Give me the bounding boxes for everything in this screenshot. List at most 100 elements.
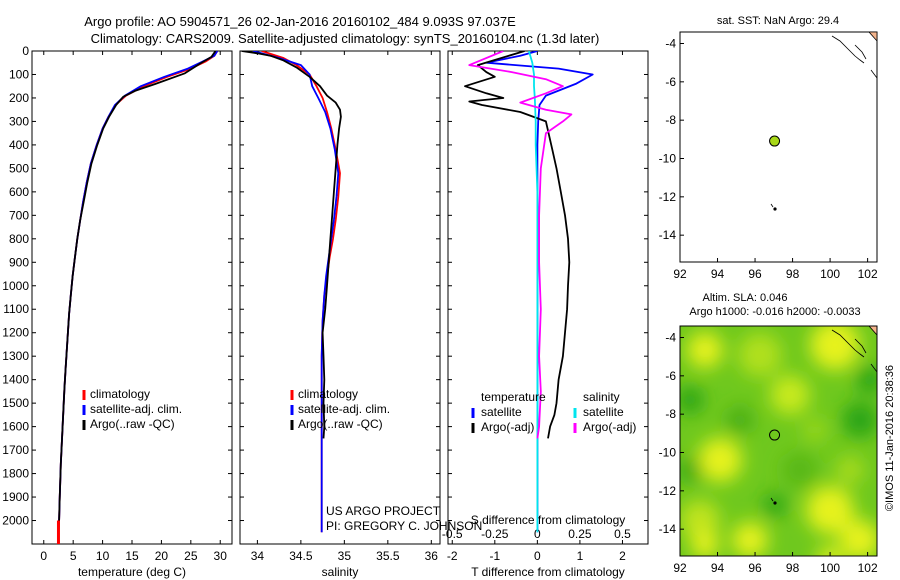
- pressure-tick-label: 1800: [2, 467, 29, 481]
- top-x-tick-label: -0.25: [481, 527, 509, 541]
- sla-blob: [816, 546, 844, 556]
- difference-top-xlabel: S difference from climatology: [471, 513, 626, 527]
- map-lon-label: 102: [858, 561, 878, 575]
- map-lon-label: 102: [858, 267, 878, 281]
- sla-blob: [680, 386, 704, 414]
- sla-blob: [687, 332, 723, 368]
- pressure-tick-label: 400: [9, 138, 29, 152]
- map-lon-label: 100: [820, 561, 840, 575]
- x-tick-label: 34: [251, 549, 265, 563]
- legend-label: climatology: [90, 387, 150, 401]
- x-tick-label: 0: [40, 549, 47, 563]
- sst-map-ticks: 92 94 96 98 100 102 -4 -6 -8 -10 -12 -14: [659, 37, 878, 282]
- credit-project: US ARGO PROJECT: [326, 504, 441, 518]
- sla-map-ticks: 92 94 96 98 100 102 -4 -6 -8 -10 -12 -14: [659, 331, 878, 576]
- pressure-tick-label: 900: [9, 255, 29, 269]
- map-lat-label: -10: [659, 446, 677, 460]
- legend-label: satellite: [481, 405, 522, 419]
- legend-label: satellite: [583, 405, 624, 419]
- sla-heatmap-field: [680, 326, 877, 556]
- pressure-tick-label: 600: [9, 185, 29, 199]
- legend-label: Argo(-adj): [583, 420, 636, 434]
- sla-blob: [836, 456, 864, 484]
- series-climatology: [57, 51, 219, 533]
- map-lat-label: -6: [665, 75, 676, 89]
- island-outline: [770, 497, 774, 502]
- map-lat-label: -10: [659, 152, 677, 166]
- series-s-satellite: [528, 51, 539, 533]
- pressure-axis-ticks: 0 100 200 300 400 500 600 700 800 900 1000 1100 1200…: [2, 44, 232, 528]
- legend-label: satellite-adj. clim.: [298, 402, 390, 416]
- map-lon-label: 96: [748, 267, 762, 281]
- map-lat-label: -14: [659, 522, 677, 536]
- credit-pi: PI: GREGORY C. JOHNSON: [326, 519, 482, 533]
- sla-blob: [738, 333, 782, 377]
- x-tick-label: 20: [155, 549, 169, 563]
- argo-float-marker: [769, 429, 781, 441]
- sst-map-coastline: [770, 31, 878, 211]
- pressure-tick-label: 1600: [2, 420, 29, 434]
- top-x-tick-label: 0.5: [614, 527, 631, 541]
- top-x-tick-label: 0: [534, 527, 541, 541]
- sla-blob: [680, 500, 720, 540]
- sla-blob: [856, 366, 877, 394]
- pressure-tick-label: 1400: [2, 373, 29, 387]
- figure-title-line1: Argo profile: AO 5904571_26 02-Jan-2016 …: [84, 14, 516, 29]
- legend-header-temperature: temperature: [481, 390, 546, 404]
- land-polygon: [868, 326, 877, 336]
- series-argo: [241, 51, 342, 439]
- land-polygon: [868, 31, 878, 43]
- sla-blob: [803, 418, 827, 442]
- sla-map-subtitle: Argo h1000: -0.016 h2000: -0.0033: [689, 306, 860, 318]
- sla-blob: [691, 531, 719, 556]
- legend-label: Argo(-adj): [481, 420, 534, 434]
- x-tick-label: 30: [214, 549, 228, 563]
- island-outline: [831, 35, 865, 64]
- temperature-xlabel: temperature (deg C): [78, 565, 186, 579]
- difference-axis-ticks: -2 -1 0 1 2 -0.5 -0.25 0 0.25 0.5: [442, 51, 631, 563]
- x-tick-label: 25: [184, 549, 198, 563]
- difference-pressure-ticks: [448, 50, 648, 522]
- difference-legend: temperature salinitysatelliteArgo(-adj)sa…: [471, 390, 636, 434]
- map-lat-label: -8: [665, 407, 676, 421]
- temperature-series: [56, 51, 219, 544]
- sla-map-title: Altim. SLA: 0.046: [703, 292, 788, 304]
- legend-label: satellite-adj. clim.: [90, 402, 182, 416]
- pressure-tick-label: 2000: [2, 514, 29, 528]
- series-s-argo: [468, 51, 573, 439]
- island-outline: [831, 329, 865, 358]
- x-tick-label: 10: [96, 549, 110, 563]
- map-lon-label: 92: [673, 267, 687, 281]
- map-lat-label: -12: [659, 190, 677, 204]
- temperature-axis-ticks: 0 5 10 15 20 25 30: [40, 51, 227, 563]
- sla-blob: [726, 406, 754, 434]
- sla-blob: [842, 402, 877, 438]
- legend-header-salinity: salinity: [583, 390, 620, 404]
- map-lon-label: 96: [748, 561, 762, 575]
- map-lat-label: -12: [659, 484, 677, 498]
- x-tick-label: 15: [125, 549, 139, 563]
- sla-blob: [732, 522, 768, 556]
- map-lat-label: -14: [659, 228, 677, 242]
- pressure-tick-label: 100: [9, 67, 29, 81]
- pressure-tick-label: 1100: [3, 302, 29, 316]
- sla-heatmap: [680, 326, 877, 556]
- salinity-xlabel: salinity: [322, 565, 359, 579]
- map-lon-label: 98: [786, 561, 800, 575]
- salinity-axes-frame: [239, 50, 441, 545]
- x-tick-label: 5: [70, 549, 77, 563]
- map-lat-label: -4: [665, 37, 676, 51]
- figure-title-line2: Climatology: CARS2009. Satellite-adjuste…: [91, 31, 600, 46]
- pressure-tick-label: 1500: [2, 396, 29, 410]
- salinity-pressure-ticks: [240, 50, 440, 522]
- island-outline: [770, 203, 774, 208]
- temperature-panel: 0100200300400500600700800900100011001200…: [2, 44, 233, 579]
- x-tick-label: -2: [447, 549, 458, 563]
- sst-map-panel: sat. SST: NaN Argo: 29.4 92 94 96 98 100 102 -…: [659, 15, 878, 281]
- salinity-series: [241, 51, 342, 533]
- pressure-tick-label: 800: [9, 232, 29, 246]
- map-lon-label: 100: [820, 267, 840, 281]
